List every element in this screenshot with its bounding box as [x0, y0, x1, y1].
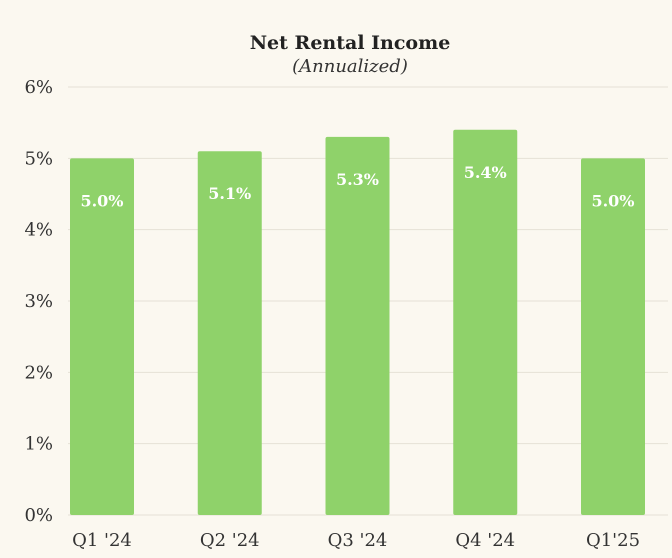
chart-subtitle: (Annualized) — [292, 56, 408, 77]
bar-value-label: 5.1% — [208, 184, 251, 203]
y-tick-label: 4% — [24, 220, 53, 241]
bar — [70, 158, 134, 516]
y-tick-label: 5% — [24, 148, 53, 169]
chart-title: Net Rental Income — [249, 32, 451, 54]
y-tick-label: 3% — [24, 291, 53, 312]
x-tick-label: Q1 '24 — [72, 530, 132, 551]
y-tick-label: 6% — [24, 77, 53, 98]
y-tick-label: 1% — [24, 434, 53, 455]
x-tick-label: Q4 '24 — [455, 530, 515, 551]
bar-value-label: 5.4% — [464, 163, 507, 182]
x-tick-label: Q2 '24 — [200, 530, 260, 551]
bar — [197, 151, 262, 515]
bar — [325, 136, 390, 515]
bar-value-label: 5.0% — [80, 191, 123, 210]
x-tick-label: Q3 '24 — [328, 530, 388, 551]
bar-value-label: 5.0% — [591, 191, 634, 210]
bar — [581, 158, 645, 516]
x-tick-label: Q1'25 — [586, 530, 640, 551]
y-tick-label: 2% — [24, 362, 53, 383]
bar-value-label: 5.3% — [336, 170, 379, 189]
bar — [453, 129, 518, 516]
y-tick-label: 0% — [24, 505, 53, 526]
